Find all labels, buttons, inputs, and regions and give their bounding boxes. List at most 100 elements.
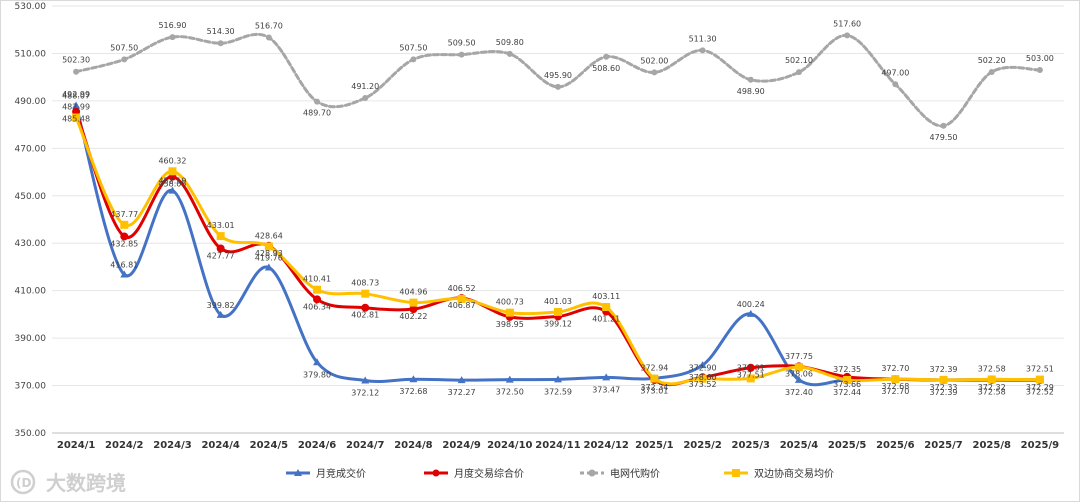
data-label: 402.22 (399, 312, 427, 321)
data-point (361, 376, 370, 384)
x-tick-label: 2024/11 (535, 440, 580, 451)
data-label: 372.58 (978, 387, 1006, 396)
data-point (72, 113, 81, 122)
data-label: 419.76 (255, 254, 283, 263)
data-point (314, 98, 321, 105)
x-tick-label: 2025/5 (828, 440, 866, 451)
x-tick-label: 2024/10 (487, 440, 532, 451)
data-label: 372.40 (785, 388, 813, 397)
legend-label: 月竞成交价 (316, 467, 366, 480)
data-point (891, 375, 900, 384)
data-label: 372.34 (640, 383, 668, 392)
data-point (410, 56, 417, 63)
data-label: 372.59 (544, 387, 572, 396)
data-point (698, 374, 707, 383)
x-tick-label: 2024/12 (583, 440, 628, 451)
data-label: 400.24 (737, 300, 765, 309)
data-point (940, 122, 947, 129)
data-label: 503.00 (1026, 54, 1054, 63)
data-point (409, 298, 418, 307)
data-label: 495.90 (544, 71, 572, 80)
series-line-3 (74, 116, 1042, 386)
data-point (1036, 67, 1043, 74)
data-point (843, 375, 852, 384)
x-tick-label: 2025/1 (635, 440, 673, 451)
data-label: 489.70 (303, 109, 331, 118)
data-label: 403.11 (592, 292, 620, 301)
data-point (650, 374, 659, 383)
data-point (313, 295, 322, 304)
data-point (264, 263, 273, 271)
legend-item-3: 双边协商交易均价 (724, 467, 834, 480)
data-label: 517.60 (833, 19, 861, 28)
data-point (121, 56, 128, 63)
data-point (795, 69, 802, 76)
x-tick-label: 2025/4 (780, 440, 818, 451)
data-label: 404.96 (399, 288, 427, 297)
data-point (746, 363, 755, 372)
watermark: (D 大数跨境 (10, 469, 126, 495)
data-point (457, 376, 466, 384)
y-tick-label: 350.00 (15, 429, 47, 439)
data-label: 373.66 (833, 380, 861, 389)
data-point (457, 294, 466, 303)
data-label: 373.52 (689, 380, 717, 389)
data-label: 372.44 (833, 388, 861, 397)
data-point (746, 374, 755, 383)
data-label: 372.12 (351, 389, 379, 398)
data-label: 502.30 (62, 56, 90, 65)
legend-item-1: 月度交易综合价 (424, 467, 524, 480)
data-label: 406.52 (448, 284, 476, 293)
data-label: 516.90 (158, 21, 186, 30)
x-tick-label: 2024/8 (394, 440, 432, 451)
data-label: 372.51 (1026, 365, 1054, 374)
data-label: 401.03 (544, 297, 572, 306)
data-label: 372.90 (689, 364, 717, 373)
data-label: 372.29 (1026, 383, 1054, 392)
data-label: 406.87 (448, 301, 476, 310)
y-tick-label: 370.00 (15, 382, 47, 392)
x-tick-label: 2024/7 (346, 440, 384, 451)
y-tick-label: 430.00 (15, 239, 47, 249)
x-tick-label: 2024/6 (298, 440, 336, 451)
data-label: 452.19 (158, 177, 186, 186)
data-point (120, 220, 129, 229)
data-point (362, 95, 369, 102)
data-label: 410.41 (303, 275, 331, 284)
data-point (361, 289, 370, 298)
data-label: 508.60 (592, 64, 620, 73)
data-point (216, 244, 225, 253)
series-2 (73, 32, 1043, 129)
x-tick-label: 2024/1 (57, 440, 95, 451)
data-label: 488.07 (62, 91, 90, 100)
data-label: 502.20 (978, 56, 1006, 65)
data-point (746, 309, 755, 317)
data-label: 378.06 (785, 369, 813, 378)
data-label-extra: 492.99 (62, 90, 90, 99)
x-axis-tick-labels: 2024/1 2024/2 2024/3 2024/4 2024/5 2024/6 2024… (57, 440, 1059, 451)
legend-item-2: 电网代购价 (580, 467, 660, 480)
data-label: 482.99 (62, 103, 90, 112)
legend-marker (588, 469, 596, 477)
legend-label: 月度交易综合价 (454, 467, 524, 480)
legend-marker (294, 469, 302, 476)
x-tick-label: 2025/8 (972, 440, 1010, 451)
legend-label: 电网代购价 (610, 467, 660, 480)
series-lines (72, 32, 1044, 387)
y-axis-tick-labels: 350.00 370.00 390.00 410.00 430.00 450.00 470.… (15, 2, 47, 439)
y-tick-label: 510.00 (15, 49, 47, 59)
y-tick-label: 470.00 (15, 144, 47, 154)
data-label: 511.30 (689, 34, 717, 43)
data-label: 437.77 (110, 210, 138, 219)
data-point (72, 101, 81, 109)
data-label: 372.68 (881, 382, 909, 391)
data-point (603, 53, 610, 60)
data-label: 502.10 (785, 56, 813, 65)
data-label: 507.50 (399, 43, 427, 52)
data-point (892, 81, 899, 88)
data-label: 460.32 (158, 156, 186, 165)
legend-label: 双边协商交易均价 (754, 467, 834, 480)
data-point (265, 34, 272, 41)
data-label: 502.00 (640, 56, 668, 65)
